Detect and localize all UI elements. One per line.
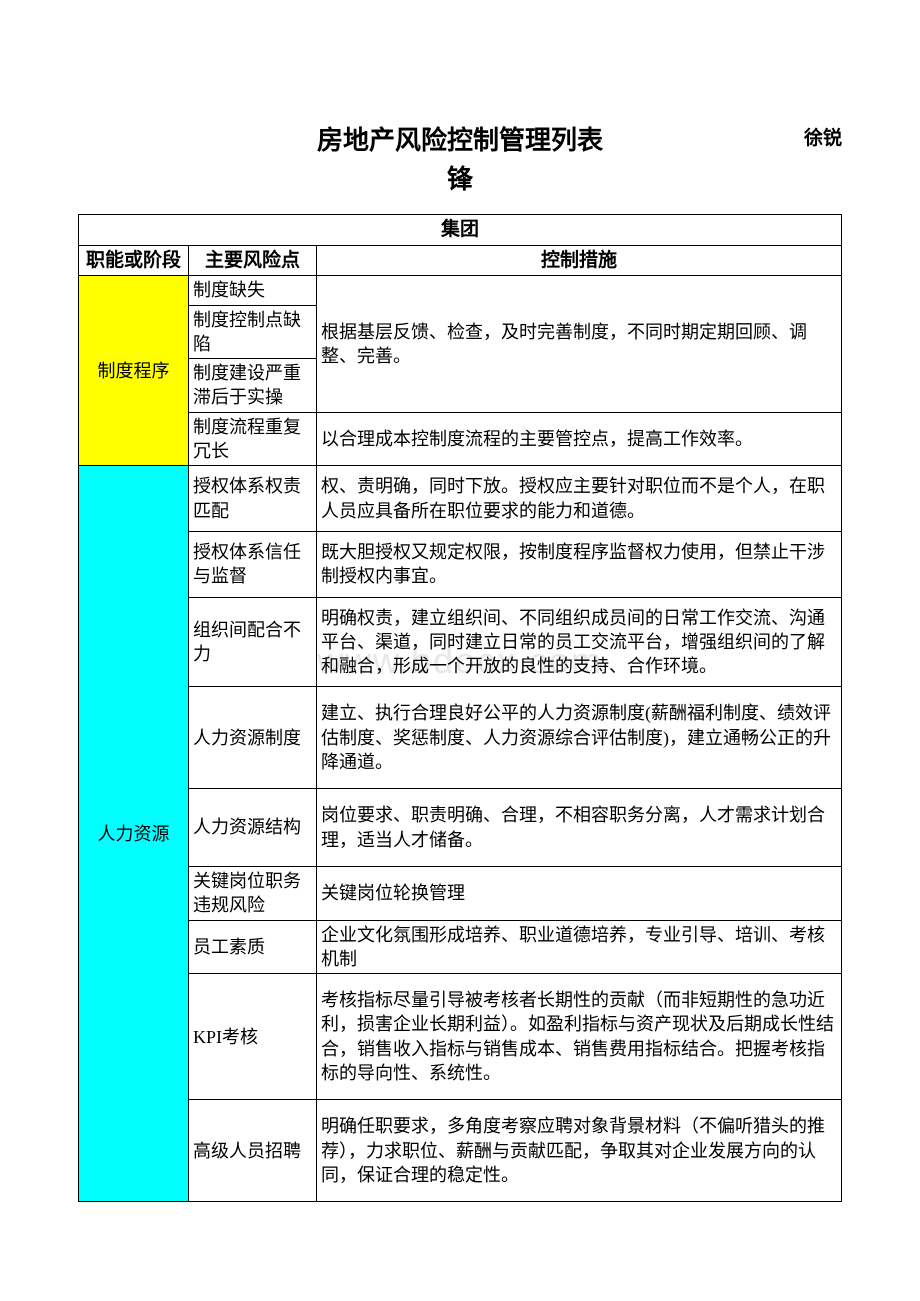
table-header: 集团 bbox=[79, 215, 842, 246]
table-cell-risk: 人力资源结构 bbox=[189, 789, 317, 867]
table-cell-risk: 制度流程重复冗长 bbox=[189, 412, 317, 466]
table-cell-measure: 明确权责，建立组织间、不同组织成员间的日常工作交流、沟通平台、渠道，同时建立日常… bbox=[317, 597, 842, 687]
table-cell-measure: 既大胆授权又规定权限，按制度程序监督权力使用，但禁止干涉制授权内事宜。 bbox=[317, 531, 842, 597]
table-cell-risk: 制度控制点缺陷 bbox=[189, 305, 317, 359]
table-cell-risk: 制度建设严重滞后于实操 bbox=[189, 359, 317, 413]
table-cell-measure: 明确任职要求，多角度考察应聘对象背景材料（不偏听猎头的推荐），力求职位、薪酬与贡… bbox=[317, 1100, 842, 1202]
table-cell-risk: 人力资源制度 bbox=[189, 687, 317, 789]
table-cell-measure: 以合理成本控制度流程的主要管控点，提高工作效率。 bbox=[317, 412, 842, 466]
table-cell-measure: 关键岗位轮换管理 bbox=[317, 866, 842, 920]
table-cell-risk: 高级人员招聘 bbox=[189, 1100, 317, 1202]
column-header-measure: 控制措施 bbox=[317, 245, 842, 276]
page-title: 房地产风险控制管理列表 bbox=[78, 120, 742, 157]
table-cell-risk: 组织间配合不力 bbox=[189, 597, 317, 687]
table-cell-risk: 关键岗位职务违规风险 bbox=[189, 866, 317, 920]
table-cell-risk: 授权体系信任与监督 bbox=[189, 531, 317, 597]
title-row: 房地产风险控制管理列表 徐锐 bbox=[78, 120, 842, 157]
table-cell-risk: 授权体系权责匹配 bbox=[189, 466, 317, 532]
table-cell-measure: 考核指标尽量引导被考核者长期性的贡献（而非短期性的急功近利，损害企业长期利益）。… bbox=[317, 974, 842, 1100]
table-cell-measure: 企业文化氛围形成培养、职业道德培养，专业引导、培训、考核机制 bbox=[317, 920, 842, 974]
table-cell-risk: 员工素质 bbox=[189, 920, 317, 974]
subtitle: 锋 bbox=[78, 159, 842, 196]
risk-table: 集团 职能或阶段 主要风险点 控制措施 制度程序 制度缺失 根据基层反馈、检查，… bbox=[78, 214, 842, 1202]
table-cell-risk: 制度缺失 bbox=[189, 276, 317, 305]
column-header-phase: 职能或阶段 bbox=[79, 245, 189, 276]
author-name: 徐锐 bbox=[742, 120, 842, 150]
table-cell-measure: 权、责明确，同时下放。授权应主要针对职位而不是个人，在职人员应具备所在职位要求的… bbox=[317, 466, 842, 532]
table-cell-measure: 岗位要求、职责明确、合理，不相容职务分离，人才需求计划合理，适当人才储备。 bbox=[317, 789, 842, 867]
table-cell-measure: 根据基层反馈、检查，及时完善制度，不同时期定期回顾、调整、完善。 bbox=[317, 276, 842, 412]
table-cell-measure: 建立、执行合理良好公平的人力资源制度(薪酬福利制度、绩效评估制度、奖惩制度、人力… bbox=[317, 687, 842, 789]
table-cell-risk: KPI考核 bbox=[189, 974, 317, 1100]
section2-label: 人力资源 bbox=[79, 466, 189, 1202]
section1-label: 制度程序 bbox=[79, 276, 189, 466]
column-header-risk: 主要风险点 bbox=[189, 245, 317, 276]
